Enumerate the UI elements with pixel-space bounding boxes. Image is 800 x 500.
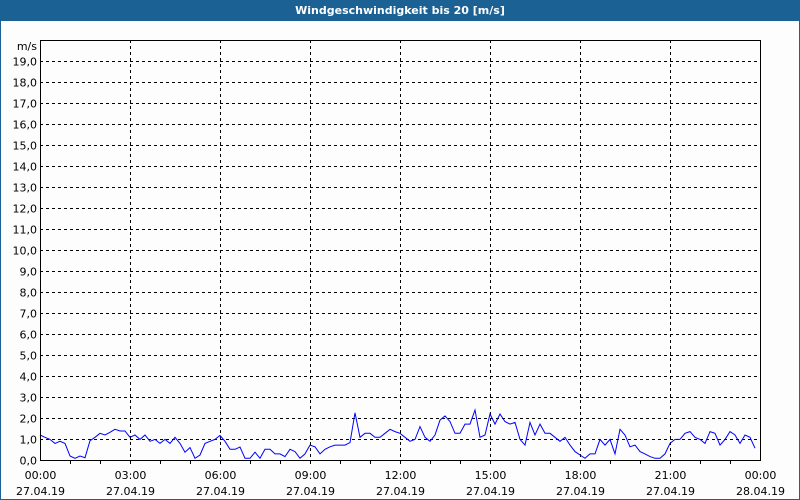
x-tick-time-label: 03:00 bbox=[115, 469, 147, 482]
y-tick-label: 15,0 bbox=[13, 140, 38, 153]
y-tick-label: 18,0 bbox=[13, 77, 38, 90]
x-tick-date-label: 27.04.19 bbox=[646, 485, 695, 498]
x-tick-time-label: 21:00 bbox=[655, 469, 687, 482]
x-tick-date-label: 27.04.19 bbox=[466, 485, 515, 498]
x-tick-time-label: 15:00 bbox=[475, 469, 507, 482]
x-tick-date-label: 27.04.19 bbox=[196, 485, 245, 498]
x-tick-time-label: 00:00 bbox=[25, 469, 57, 482]
y-tick-label: 4,0 bbox=[20, 371, 38, 384]
y-tick-label: 7,0 bbox=[20, 308, 38, 321]
y-tick-label: 5,0 bbox=[20, 350, 38, 363]
y-tick-label: 10,0 bbox=[13, 245, 38, 258]
x-axis-ticks: 00:00 27.04.19 03:00 27.04.19 06:00 27.04.19 0… bbox=[16, 460, 785, 498]
x-tick-date-label: 27.04.19 bbox=[556, 485, 605, 498]
plot-border bbox=[40, 40, 761, 461]
y-tick-label: 12,0 bbox=[13, 203, 38, 216]
x-tick-time-label: 00:00 bbox=[745, 469, 777, 482]
y-tick-label: 9,0 bbox=[20, 266, 38, 279]
x-tick-time-label: 18:00 bbox=[565, 469, 597, 482]
x-tick-date-label: 27.04.19 bbox=[376, 485, 425, 498]
y-tick-label: 8,0 bbox=[20, 287, 38, 300]
y-tick-label: 17,0 bbox=[13, 98, 38, 111]
chart-title: Windgeschwindigkeit bis 20 [m/s] bbox=[295, 4, 505, 17]
y-tick-label: 14,0 bbox=[13, 161, 38, 174]
x-tick-date-label: 27.04.19 bbox=[286, 485, 335, 498]
y-tick-label: 16,0 bbox=[13, 119, 38, 132]
y-tick-label: 3,0 bbox=[20, 392, 38, 405]
x-tick-date-label: 28.04.19 bbox=[736, 485, 785, 498]
wind-speed-line bbox=[39, 408, 756, 460]
grid bbox=[40, 40, 760, 460]
y-tick-label: 11,0 bbox=[13, 224, 38, 237]
y-tick-label: 0,0 bbox=[20, 455, 38, 468]
title-bar bbox=[0, 0, 800, 20]
y-axis-ticks: 0,0 1,0 2,0 3,0 4,0 5,0 6,0 7,0 8,0 9,0 10,0 11,0 12… bbox=[13, 56, 38, 468]
y-tick-label: 6,0 bbox=[20, 329, 38, 342]
x-tick-time-label: 12:00 bbox=[385, 469, 417, 482]
x-tick-time-label: 09:00 bbox=[295, 469, 327, 482]
x-tick-time-label: 06:00 bbox=[205, 469, 237, 482]
y-tick-label: 13,0 bbox=[13, 182, 38, 195]
y-tick-label: 1,0 bbox=[20, 434, 38, 447]
x-tick-date-label: 27.04.19 bbox=[106, 485, 155, 498]
y-tick-label: 2,0 bbox=[20, 413, 38, 426]
y-tick-label: 19,0 bbox=[13, 56, 38, 69]
x-tick-date-label: 27.04.19 bbox=[16, 485, 65, 498]
y-axis-label: m/s bbox=[17, 40, 37, 53]
